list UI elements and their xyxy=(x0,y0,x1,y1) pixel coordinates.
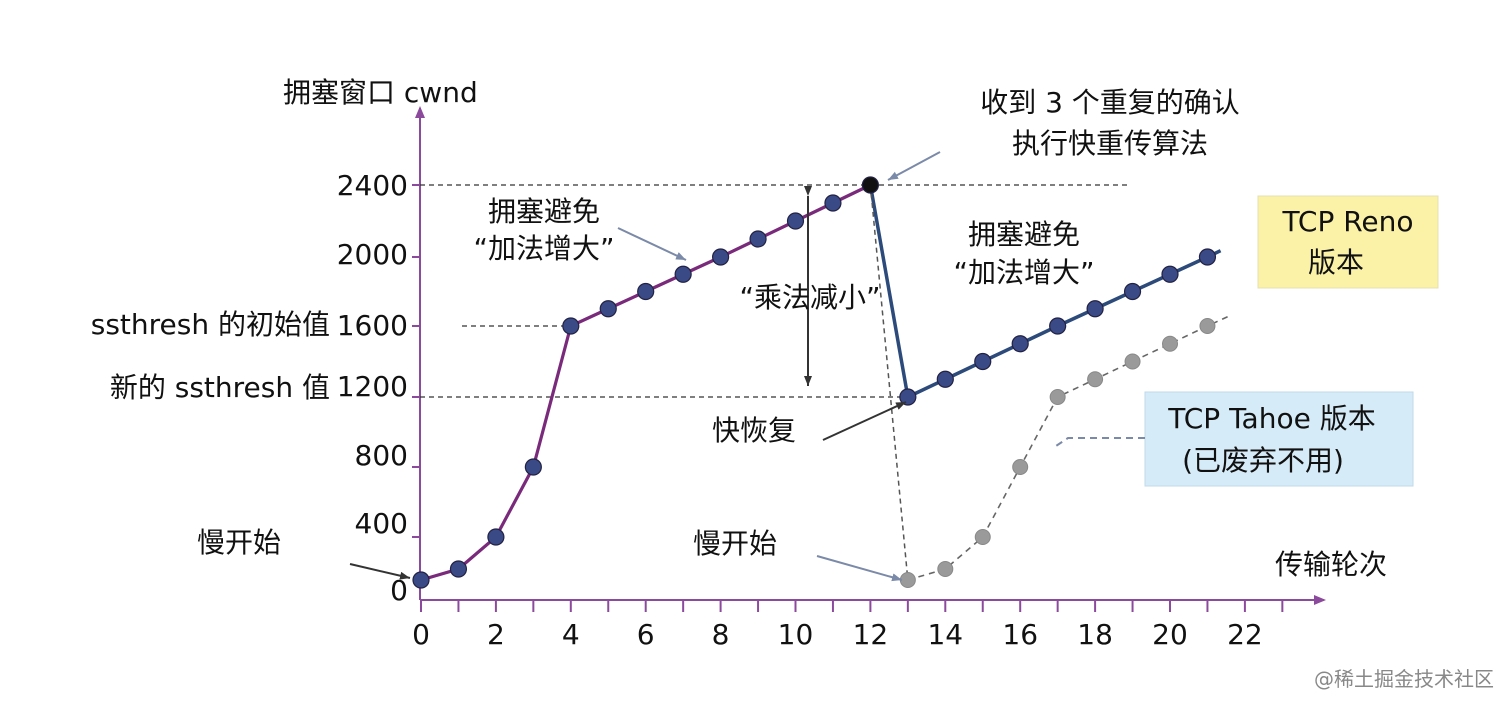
ca-1-label-line1: 拥塞避免 xyxy=(488,195,600,228)
x-tick-label: 22 xyxy=(1227,618,1263,651)
tahoe-line xyxy=(907,314,1231,581)
ca-2-label-line2: “加法增大” xyxy=(953,256,1094,289)
x-tick-label: 6 xyxy=(637,618,655,651)
ca-1-label-line2: “加法增大” xyxy=(473,232,614,265)
tahoe-box-pointer xyxy=(1055,437,1145,447)
reno-point xyxy=(412,571,430,589)
x-tick-label: 18 xyxy=(1077,618,1113,651)
reno-legend-box xyxy=(1257,195,1439,289)
x-tick-label: 10 xyxy=(778,618,814,651)
reno-point xyxy=(786,212,805,230)
reno-phase-2-line xyxy=(907,249,1222,399)
reno-point xyxy=(711,248,730,266)
reno-point xyxy=(1161,265,1179,283)
three-dup-ack-pointer xyxy=(887,151,941,181)
tahoe-drop-line xyxy=(869,184,909,581)
slow-start-2-label: 慢开始 xyxy=(693,527,777,560)
tahoe-point xyxy=(1162,335,1178,352)
reno-point xyxy=(936,370,954,388)
three-dup-ack-label-line1: 收到 3 个重复的确认 xyxy=(980,86,1240,119)
tahoe-legend-line2: (已废弃不用) xyxy=(1182,444,1344,477)
fast-recovery-label: 快恢复 xyxy=(712,414,796,447)
reno-point xyxy=(1011,335,1029,353)
axis-ticks: 0 2 4 6 8 10 12 14 16 18 20 22 0 400 800 1200 1600 2000 24… xyxy=(337,169,1284,651)
y-tick-label: 2400 xyxy=(337,169,408,202)
reno-point xyxy=(524,458,542,476)
reno-drop-line xyxy=(868,184,910,398)
y-tick-label: 1600 xyxy=(337,309,408,342)
slow-start-1-label: 慢开始 xyxy=(197,526,281,559)
three-dup-ack-label-line2: 执行快重传算法 xyxy=(1012,127,1208,160)
x-tick-label: 12 xyxy=(853,618,889,651)
y-tick-label: 400 xyxy=(355,507,408,540)
ca-1-pointer xyxy=(617,227,687,261)
tahoe-legend-box xyxy=(1144,391,1414,487)
slow-start-2-pointer xyxy=(816,555,903,582)
reno-point xyxy=(487,528,505,546)
y-tick-label: 0 xyxy=(390,574,408,607)
ca-2-label-line1: 拥塞避免 xyxy=(968,218,1080,251)
x-axis-title: 传输轮次 xyxy=(1275,548,1387,581)
reno-point xyxy=(1086,300,1104,318)
tahoe-point xyxy=(1049,389,1066,405)
y-axis-title: 拥塞窗口 cwnd xyxy=(283,76,478,109)
reno-peak-point xyxy=(861,176,880,194)
tahoe-point xyxy=(899,572,916,588)
fast-recovery-pointer xyxy=(822,401,907,441)
x-tick-label: 14 xyxy=(927,618,963,651)
series-points xyxy=(412,176,1217,589)
reno-point xyxy=(562,317,580,335)
tahoe-point xyxy=(1012,459,1029,475)
reno-legend-line1: TCP Reno xyxy=(1281,205,1413,238)
reference-label-1600: ssthresh 的初始值 xyxy=(91,308,330,341)
y-tick-label: 800 xyxy=(355,439,408,472)
reno-point xyxy=(899,388,917,406)
y-tick-label: 2000 xyxy=(337,238,408,271)
tahoe-point xyxy=(1087,371,1104,388)
tahoe-point xyxy=(974,529,991,545)
reference-label-1200: 新的 ssthresh 值 xyxy=(110,371,330,404)
tahoe-point xyxy=(1124,353,1141,370)
x-tick-label: 2 xyxy=(487,618,505,651)
reno-point xyxy=(824,194,842,212)
reno-point xyxy=(749,230,767,248)
reno-point xyxy=(974,352,992,371)
watermark: @稀土掘金技术社区 xyxy=(1314,667,1494,691)
x-tick-label: 4 xyxy=(562,618,580,651)
reno-point xyxy=(674,265,692,283)
tahoe-point xyxy=(1199,318,1216,334)
reno-point xyxy=(449,560,468,578)
reno-point xyxy=(1123,282,1142,301)
reno-point xyxy=(1198,248,1217,266)
x-tick-label: 16 xyxy=(1002,618,1038,651)
reno-point xyxy=(637,282,655,301)
x-tick-label: 20 xyxy=(1152,618,1188,651)
reno-point xyxy=(599,300,617,318)
tahoe-point xyxy=(937,561,954,577)
slow-start-1-pointer xyxy=(349,563,411,580)
x-tick-label: 0 xyxy=(412,618,430,651)
tahoe-legend-line1: TCP Tahoe 版本 xyxy=(1167,402,1375,435)
y-tick-label: 1200 xyxy=(337,370,408,403)
x-tick-label: 8 xyxy=(712,618,730,651)
reno-point xyxy=(1049,317,1067,335)
reno-legend-line2: 版本 xyxy=(1308,246,1364,279)
multiplicative-decrease-label: “乘法减小” xyxy=(739,281,880,314)
